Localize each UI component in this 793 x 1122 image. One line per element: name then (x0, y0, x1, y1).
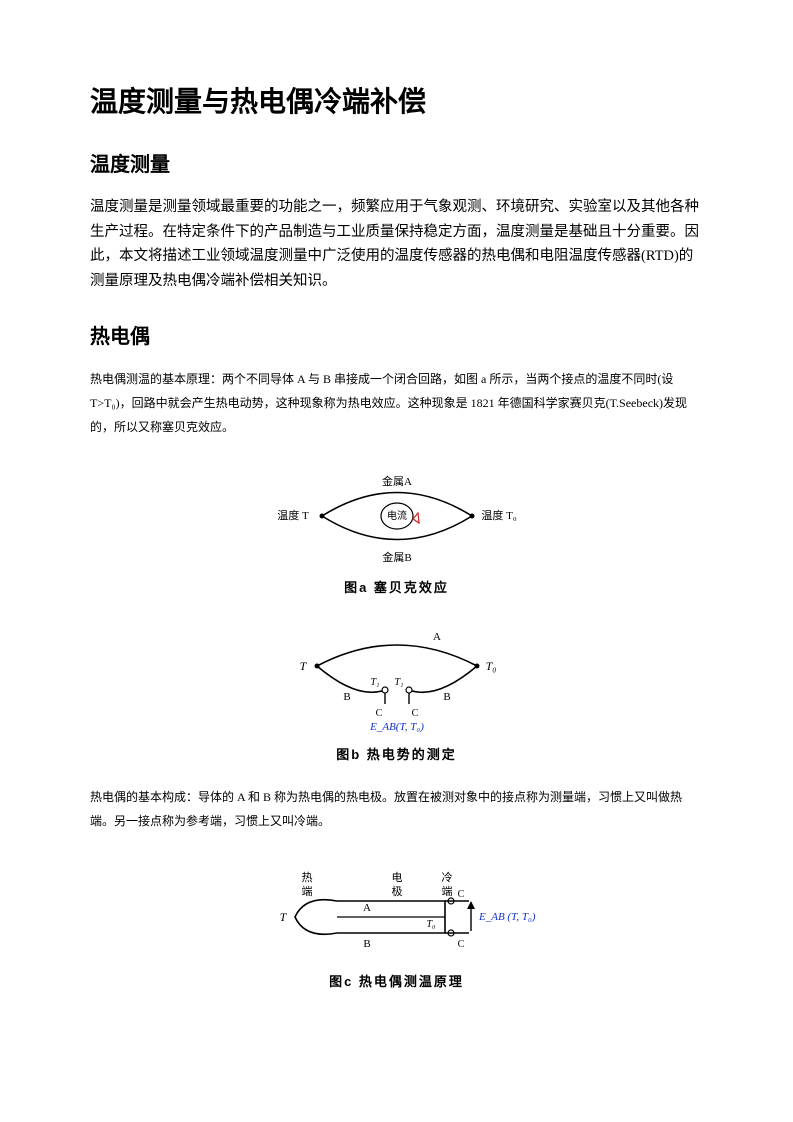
page-title: 温度测量与热电偶冷端补偿 (90, 80, 703, 120)
figb-Bl: B (343, 691, 350, 703)
section1-heading: 温度测量 (90, 148, 703, 177)
figc-T0: T₀ (426, 919, 436, 930)
figc-C2: C (457, 939, 464, 950)
figb-T: T (299, 659, 307, 673)
figa-label-center: 电流 (387, 509, 407, 522)
figure-c: 热 端 电 极 冷 端 A B T T₀ C C E_AB (T, T₀) 图c… (90, 855, 703, 990)
figc-C1: C (457, 889, 464, 900)
figc-hot1: 热 (301, 871, 312, 884)
figc-cold2: 端 (441, 885, 452, 898)
figure-c-caption: 图c 热电偶测温原理 (90, 971, 703, 990)
section2-paragraph1: 热电偶测温的基本原理：两个不同导体 A 与 B 串接成一个闭合回路，如图 a 所… (90, 367, 703, 439)
figure-b-svg: A T T₀ B B T₁ T₁ C C E_AB(T, T₀) (267, 618, 527, 738)
figa-label-left: 温度 T (277, 508, 309, 522)
figb-T0: T₀ (485, 659, 496, 673)
section2-paragraph2: 热电偶的基本构成：导体的 A 和 B 称为热电偶的热电极。放置在被测对象中的接点… (90, 785, 703, 833)
figa-label-top: 金属A (382, 474, 412, 488)
figb-Cr: C (411, 708, 418, 719)
figc-B: B (363, 938, 370, 950)
section2-heading: 热电偶 (90, 320, 703, 349)
figb-emf: E_AB(T, T₀) (369, 721, 424, 733)
figure-b: A T T₀ B B T₁ T₁ C C E_AB(T, T₀) 图b 热电势的… (90, 618, 703, 763)
figure-c-svg: 热 端 电 极 冷 端 A B T T₀ C C E_AB (T, T₀) (247, 855, 547, 965)
figure-a-caption: 图a 塞贝克效应 (90, 577, 703, 596)
figa-label-bottom: 金属B (382, 550, 411, 564)
figb-A: A (433, 631, 441, 643)
figc-elec2: 极 (391, 884, 402, 898)
figb-T1r: T₁ (394, 677, 403, 688)
figc-elec1: 电 (391, 871, 402, 884)
figc-emf: E_AB (T, T₀) (478, 911, 536, 923)
figc-T: T (279, 910, 287, 924)
section1-paragraph: 温度测量是测量领域最重要的功能之一，频繁应用于气象观测、环境研究、实验室以及其他… (90, 195, 703, 294)
figc-A: A (363, 902, 371, 914)
figure-a: 金属A 金属B 温度 T 温度 T₀ 电流 图a 塞贝克效应 (90, 461, 703, 596)
figure-b-caption: 图b 热电势的测定 (90, 744, 703, 763)
figb-T1l: T₁ (370, 677, 379, 688)
figc-hot2: 端 (301, 885, 312, 898)
figb-Cl: C (375, 708, 382, 719)
figc-cold1: 冷 (441, 871, 452, 884)
figa-label-right: 温度 T₀ (481, 508, 516, 522)
figb-Br: B (443, 691, 450, 703)
figure-a-svg: 金属A 金属B 温度 T 温度 T₀ 电流 (267, 461, 527, 571)
